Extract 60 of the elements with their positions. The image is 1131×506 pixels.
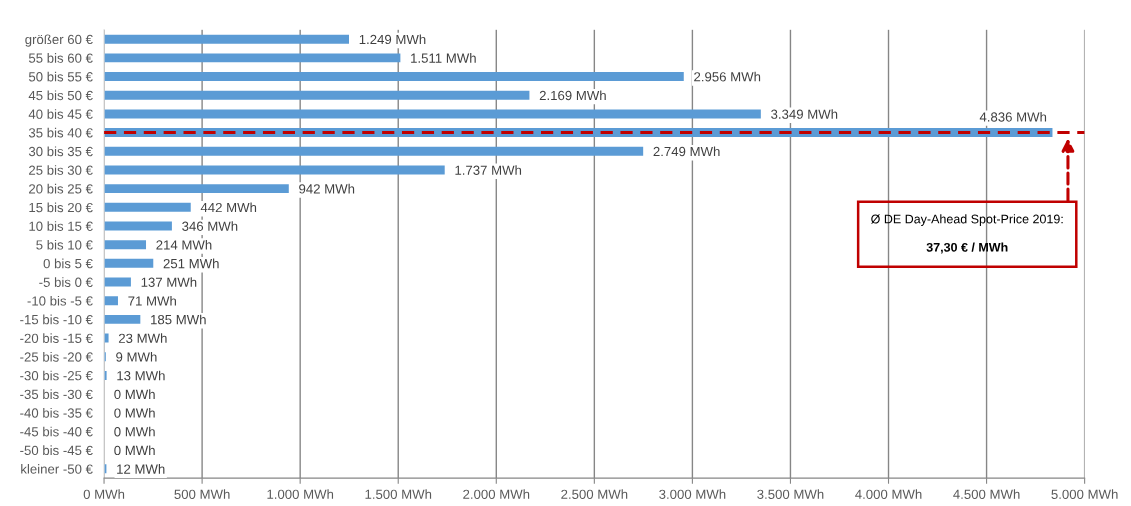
x-tick-label: 0 MWh bbox=[83, 489, 125, 499]
data-label: 1.737 MWh bbox=[455, 165, 522, 175]
data-label: 23 MWh bbox=[118, 333, 167, 343]
y-tick-label: -50 bis -45 € bbox=[20, 445, 93, 456]
y-tick-label: -35 bis -30 € bbox=[20, 389, 93, 400]
y-tick-label: 50 bis 55 € bbox=[28, 71, 93, 82]
y-tick-label: 0 bis 5 € bbox=[43, 258, 93, 269]
data-label: 0 MWh bbox=[114, 445, 155, 456]
data-label: 0 MWh bbox=[114, 389, 155, 400]
data-label: 4.836 MWh bbox=[979, 111, 1047, 122]
y-tick-label: -30 bis -25 € bbox=[20, 370, 93, 381]
x-tick-label: 2.000 MWh bbox=[463, 489, 530, 499]
y-tick-label: kleiner -50 € bbox=[21, 464, 93, 474]
data-label: 0 MWh bbox=[114, 408, 155, 418]
y-tick-label: -5 bis 0 € bbox=[39, 277, 93, 287]
x-tick-label: 5.000 MWh bbox=[1051, 489, 1118, 499]
data-label: 1.249 MWh bbox=[359, 34, 426, 45]
y-tick-label: -40 bis -35 € bbox=[20, 408, 93, 418]
data-label: 185 MWh bbox=[151, 314, 206, 325]
y-tick-label: 30 bis 35 € bbox=[28, 146, 93, 157]
y-tick-label: 40 bis 45 € bbox=[28, 109, 93, 119]
x-tick-label: 1.000 MWh bbox=[267, 489, 334, 499]
x-tick-label: 500 MWh bbox=[174, 489, 230, 499]
x-tick-label: 4.000 MWh bbox=[855, 489, 922, 499]
data-label: 137 MWh bbox=[141, 277, 197, 287]
data-label: 346 MWh bbox=[182, 221, 238, 231]
y-tick-label: -45 bis -40 € bbox=[20, 426, 93, 437]
data-label: 214 MWh bbox=[156, 239, 212, 250]
y-tick-label: 25 bis 30 € bbox=[29, 165, 93, 175]
y-tick-label: -25 bis -20 € bbox=[20, 351, 93, 362]
data-label: 2.749 MWh bbox=[653, 146, 720, 157]
x-tick-label: 1.500 MWh bbox=[365, 489, 432, 499]
data-label: 12 MWh bbox=[117, 464, 165, 474]
y-tick-label: 20 bis 25 € bbox=[29, 183, 93, 194]
y-tick-label: 15 bis 20 € bbox=[29, 202, 93, 213]
y-tick-label: 5 bis 10 € bbox=[36, 239, 93, 250]
data-label: 942 MWh bbox=[299, 183, 355, 194]
y-tick-label: 55 bis 60 € bbox=[28, 53, 93, 63]
data-label: 9 MWh bbox=[116, 351, 157, 362]
data-label: 442 MWh bbox=[200, 202, 257, 213]
data-label: 3.349 MWh bbox=[771, 109, 838, 119]
data-label: 1.511 MWh bbox=[411, 53, 476, 63]
text: Ø DE Day-Ahead Spot-Price 2019: 37,30 € / MWh bbox=[871, 214, 1063, 254]
data-label: 2.169 MWh bbox=[539, 90, 606, 101]
data-label: 13 MWh bbox=[117, 370, 165, 381]
data-label: 0 MWh bbox=[114, 426, 155, 437]
y-tick-label: 10 bis 15 € bbox=[29, 221, 93, 231]
x-tick-label: 3.000 MWh bbox=[659, 489, 726, 499]
y-tick-label: -15 bis -10 € bbox=[20, 314, 93, 325]
y-tick-label: 35 bis 40 € bbox=[28, 127, 93, 138]
y-tick-label: -20 bis -15 € bbox=[20, 333, 93, 343]
data-label: 2.956 MWh bbox=[694, 71, 761, 82]
x-tick-label: 2.500 MWh bbox=[561, 489, 628, 499]
x-tick-label: 4.500 MWh bbox=[953, 489, 1020, 499]
data-label: 71 MWh bbox=[128, 295, 176, 306]
y-tick-label: 45 bis 50 € bbox=[28, 90, 93, 101]
y-tick-label: größer 60 € bbox=[25, 34, 93, 47]
data-label: 251 MWh bbox=[163, 258, 219, 269]
x-tick-label: 3.500 MWh bbox=[757, 489, 824, 499]
y-tick-label: -10 bis -5 € bbox=[27, 295, 93, 306]
